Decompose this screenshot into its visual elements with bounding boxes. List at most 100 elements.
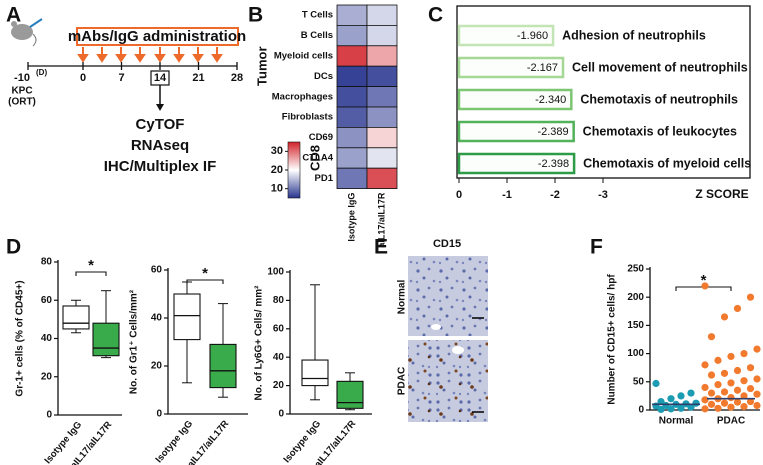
- y-tick-label: 40: [273, 352, 285, 363]
- timeline-tick-label: 0: [80, 72, 86, 84]
- box: [209, 343, 237, 389]
- bar: [457, 120, 575, 143]
- y-axis-label: No. of Gr1⁺ Cells/mm²: [129, 289, 140, 394]
- bar-value-label: -2.389: [537, 126, 568, 138]
- data-point: [753, 375, 761, 383]
- x-tick-label: 0: [456, 189, 462, 201]
- y-tick-label: 100: [627, 348, 644, 359]
- administration-arrows: [77, 47, 223, 63]
- data-point: [740, 350, 748, 358]
- data-point: [733, 398, 742, 406]
- heatmap-row-label: Macrophages: [272, 91, 333, 102]
- colorbar-tick-label: 20: [271, 164, 283, 176]
- data-point: [701, 383, 709, 392]
- y-tick-label: 0: [638, 405, 644, 416]
- model: KPC: [11, 86, 32, 97]
- heatmap-cell: [366, 147, 398, 169]
- heatmap-row-label: Myeloid cells: [274, 51, 333, 62]
- heatmap-cell: [336, 127, 368, 149]
- heatmap-cell: [336, 86, 368, 108]
- data-point: [714, 381, 722, 389]
- data-point: [753, 345, 761, 353]
- panel-label: C: [428, 4, 443, 27]
- timeline-tick-label: -10: [14, 72, 30, 84]
- bar: [457, 152, 576, 175]
- data-point: [707, 389, 716, 397]
- data-point: [746, 364, 755, 372]
- y-tick-label: 250: [627, 264, 644, 275]
- readout: CyTOF: [136, 116, 185, 133]
- data-point: [733, 386, 742, 394]
- x-tick-label: PDAC: [717, 416, 745, 427]
- heatmap-row-label: Fibroblasts: [282, 112, 333, 123]
- bar-category-label: Chemotaxis of neutrophils: [580, 92, 738, 106]
- image-row-label: PDAC: [397, 367, 408, 395]
- y-tick-label: 50: [633, 376, 645, 387]
- panel-label: B: [248, 4, 263, 27]
- x-tick-label: -3: [598, 189, 608, 201]
- heatmap-row-label: B Cells: [301, 30, 333, 41]
- colorbar: [287, 141, 301, 199]
- x-axis-label: Z SCORE: [695, 187, 748, 201]
- y-tick-label: 150: [627, 320, 644, 331]
- box: [62, 305, 90, 330]
- heatmap-cell: [366, 45, 398, 67]
- y-tick-label: 0: [46, 410, 52, 421]
- model-note: (ORT): [8, 97, 36, 108]
- data-point: [740, 377, 748, 385]
- heatmap-row-label: CTLA4: [302, 153, 333, 164]
- y-axis-label: Number of CD15+ cells/ hpf: [607, 274, 618, 405]
- heatmap-cell: [366, 106, 398, 128]
- box: [336, 380, 364, 409]
- lumen: [431, 324, 441, 330]
- heatmap-cell: [366, 4, 398, 26]
- heatmap-cell: [366, 65, 398, 87]
- y-tick-label: 40: [151, 313, 163, 324]
- bar: [457, 24, 555, 47]
- data-point: [746, 384, 755, 393]
- panel-label: F: [590, 236, 603, 259]
- data-point: [667, 405, 675, 413]
- box: [173, 293, 201, 341]
- heatmap-column-label: Isotype IgG: [346, 193, 356, 242]
- y-tick-label: 0: [278, 409, 284, 420]
- y-tick-label: 40: [41, 333, 53, 344]
- histology-image: [408, 256, 488, 336]
- data-point: [667, 395, 675, 403]
- significance-label: *: [701, 272, 707, 289]
- significance-bracket: [75, 271, 107, 276]
- data-point: [720, 369, 729, 377]
- heatmap-cell: [366, 86, 398, 108]
- y-tick-label: 80: [41, 257, 53, 268]
- readout: IHC/Multiplex IF: [104, 158, 217, 175]
- data-point: [677, 392, 685, 400]
- data-point: [727, 403, 735, 411]
- x-tick-label: Normal: [659, 416, 694, 427]
- y-tick-label: 200: [627, 292, 644, 303]
- box: [301, 359, 329, 387]
- data-point: [701, 405, 709, 413]
- y-tick-label: 20: [41, 371, 53, 382]
- bar-category-label: Chemotaxis of myeloid cells: [583, 156, 751, 170]
- bar: [457, 88, 573, 111]
- y-tick-label: 60: [41, 295, 53, 306]
- data-point: [727, 393, 735, 402]
- panel-label: D: [6, 236, 21, 259]
- heatmap-row-label: DCs: [314, 71, 333, 82]
- data-point: [707, 400, 716, 408]
- timeline-tick-label: 21: [192, 72, 204, 84]
- heatmap-cell: [336, 4, 368, 26]
- axis-line: [167, 268, 248, 415]
- heatmap-cell: [336, 167, 368, 189]
- timeline-title: mAbs/IgG administration: [68, 28, 246, 45]
- timeline-tick-label: 14: [154, 72, 167, 84]
- data-point: [753, 401, 761, 410]
- image-title: CD15: [433, 238, 461, 250]
- y-axis-label: No. of Ly6G+ Cells/ mm²: [254, 285, 265, 401]
- heatmap-row-label: T Cells: [302, 10, 333, 21]
- heatmap-column-label: aIL17/aIL17R: [376, 192, 386, 248]
- x-tick-label: -2: [550, 189, 560, 201]
- y-tick-label: 60: [273, 323, 285, 334]
- heatmap-group-label: CD8: [307, 145, 322, 171]
